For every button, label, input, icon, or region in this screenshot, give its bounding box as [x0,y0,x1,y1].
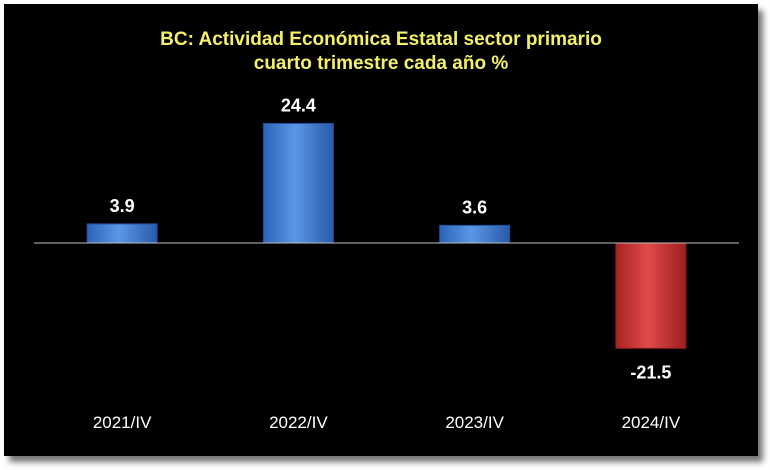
x-tick-label-2021/IV: 2021/IV [93,413,152,432]
bar-2024/IV [615,242,687,349]
chart-frame: BC: Actividad Económica Estatal sector p… [4,4,758,456]
chart-title-line-2: cuarto trimestre cada año % [253,53,509,74]
data-label-2021/IV: 3.9 [110,196,135,216]
bar-2022/IV [262,122,334,244]
x-tick-label-2023/IV: 2023/IV [445,413,504,432]
bar-chart: 3.9 2021/IV 24.4 2022/IV 3.6 2023/IV -21.5 2024… [34,95,739,432]
data-label-2024/IV: -21.5 [630,362,671,382]
data-label-2023/IV: 3.6 [462,197,487,217]
x-tick-label-2022/IV: 2022/IV [269,413,328,432]
chart-title-line-1: BC: Actividad Económica Estatal sector p… [160,29,602,50]
bar-2023/IV [439,224,511,244]
x-tick-label-2024/IV: 2024/IV [622,413,681,432]
bar-2021/IV [86,223,158,244]
data-label-2022/IV: 24.4 [281,95,316,115]
chart-title: BC: Actividad Económica Estatal sector p… [4,28,758,76]
